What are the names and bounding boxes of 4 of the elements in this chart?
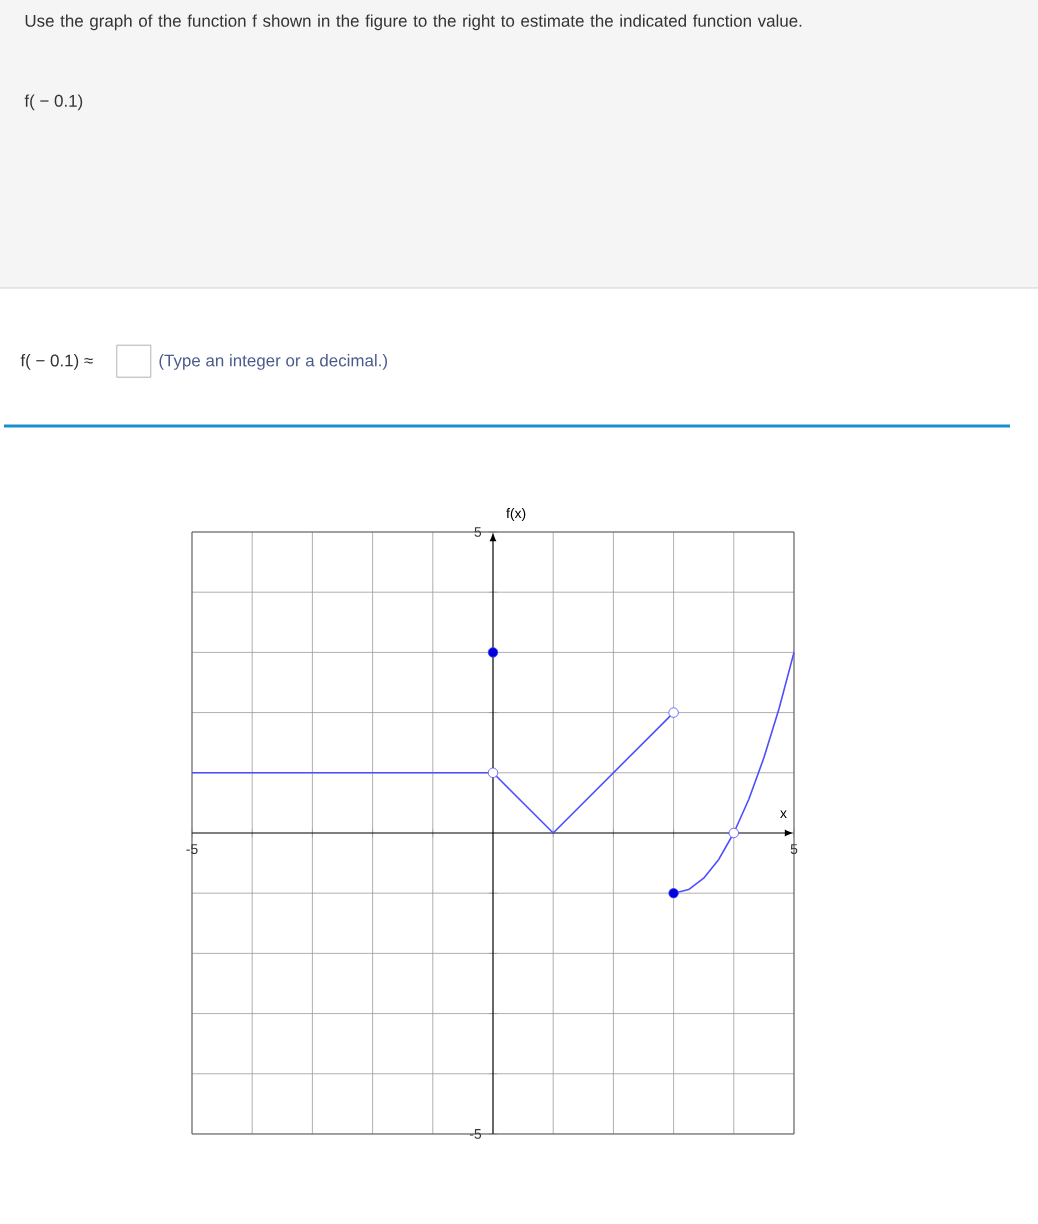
text: (Type an integer or a decimal.) <box>159 354 387 370</box>
text: f( − 0.1) <box>24 94 83 111</box>
text: f( − 0.1) ≈ <box>20 354 93 370</box>
text: Use the graph of the function f shown in the figure to the right to estimate the indicated function value. <box>25 14 802 31</box>
